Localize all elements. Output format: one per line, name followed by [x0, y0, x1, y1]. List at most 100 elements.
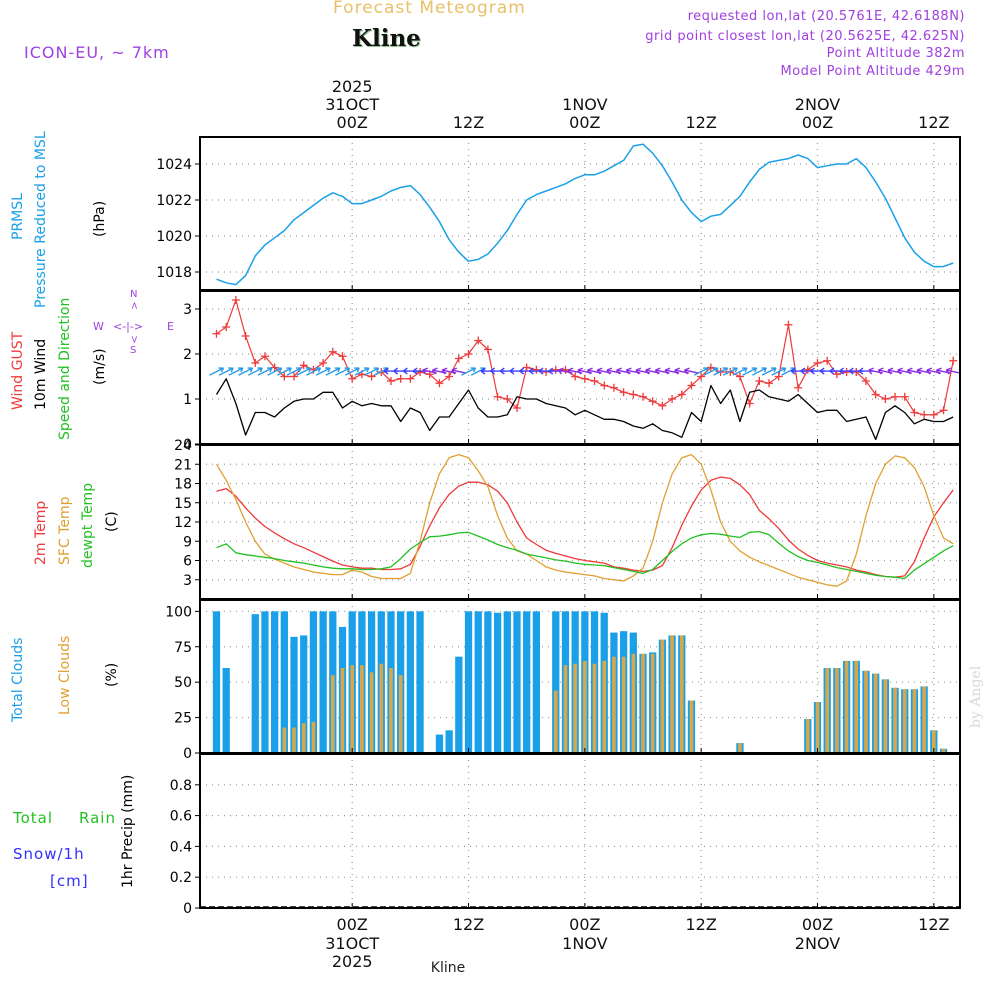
wind-gust-point	[871, 390, 880, 399]
top-axis-date: 1NOV	[562, 95, 607, 114]
wind-gust-point	[222, 323, 231, 331]
bottom-axis-year: 2025	[332, 952, 373, 971]
wind-gust-point	[212, 329, 221, 338]
low-cloud-bar	[379, 663, 384, 753]
total-rain-label-1: Total	[13, 809, 54, 827]
y-tick-label: 0.4	[170, 839, 192, 855]
wind-gust-point	[512, 404, 521, 412]
wind-direction-arrow	[732, 367, 748, 376]
wind-gust-point	[503, 395, 512, 403]
wind-gust-point	[939, 406, 948, 415]
bottom-axis-date: 31OCT	[325, 934, 379, 953]
total-cloud-bar	[290, 636, 298, 753]
wind-gust-point	[600, 381, 609, 390]
low-cloud-bar	[389, 668, 393, 753]
low-cloud-bar	[631, 653, 636, 753]
low-cloud-bar	[670, 635, 674, 753]
wind-gust-point	[648, 397, 657, 406]
y-tick-label: 25	[174, 711, 192, 727]
wind-direction-arrow	[306, 367, 322, 376]
wind-direction-arrow	[713, 367, 729, 376]
top-axis-year: 2025	[332, 77, 373, 96]
point-altitude: Point Altitude 382m	[826, 46, 965, 61]
total-rain-label-2: Rain	[79, 809, 116, 827]
panel-frame	[199, 753, 961, 909]
y-tick-label: 15	[174, 496, 192, 512]
y-tick-label: 12	[174, 515, 192, 531]
wind-gust-point	[445, 372, 454, 381]
y-tick-label: 50	[174, 675, 192, 691]
total-cloud-bar	[416, 611, 424, 753]
wind-gust-point	[900, 392, 909, 401]
wind-direction-arrow	[257, 367, 273, 376]
total-cloud-bar	[300, 635, 308, 753]
low-cloud-bar	[369, 672, 374, 753]
wind-gust-point	[920, 410, 929, 419]
top-axis-tick-label: 00Z	[569, 113, 600, 132]
wind-direction-arrow	[267, 367, 283, 376]
total-cloud-bar	[445, 730, 453, 753]
low-cloud-bar	[553, 690, 558, 753]
bottom-axis-date: 1NOV	[562, 934, 607, 953]
wind-gust-point	[416, 368, 425, 376]
wind-gust-point	[949, 356, 958, 365]
bottom-axis-tick-label: 00Z	[337, 915, 368, 934]
y-tick-label: 0.6	[170, 809, 192, 825]
wind-gust-point	[639, 392, 648, 401]
wind-direction-arrow	[209, 367, 225, 376]
y-tick-label: 0	[183, 901, 192, 917]
wind-direction-arrow	[277, 367, 292, 376]
low-cloud-bar	[621, 656, 626, 753]
y-tick-label: 0.2	[170, 870, 192, 886]
low-cloud-bar	[573, 663, 577, 753]
bottom-axis-tick-label: 00Z	[802, 915, 833, 934]
compass-s: S	[130, 345, 137, 356]
total-cloud-bar	[523, 611, 531, 753]
wind-direction-arrow	[228, 367, 244, 376]
wind-gust-point	[464, 350, 473, 358]
wind-gust-point	[774, 372, 783, 381]
snow-label: Snow/1h	[13, 845, 85, 863]
low-cloud-bar	[660, 639, 665, 753]
wind-gust-point	[319, 359, 328, 367]
low-cloud-bar	[340, 668, 345, 753]
total-cloud-bar	[493, 612, 502, 753]
tsfc-line	[215, 453, 954, 587]
low-cloud-bar	[893, 687, 897, 753]
low-cloud-bar	[398, 675, 403, 753]
low-cloud-bar	[292, 727, 296, 753]
wind-gust-point	[745, 399, 754, 408]
y-tick-label: 3	[183, 302, 192, 318]
wind-direction-arrow	[683, 367, 699, 375]
low-cloud-bar	[311, 721, 316, 753]
top-axis-date: 31OCT	[325, 95, 379, 114]
low-cloud-bar	[282, 727, 287, 753]
wind-gust-point	[542, 368, 551, 376]
total-cloud-bar	[280, 611, 288, 753]
y-tick-label: 0.8	[170, 778, 192, 794]
model-point-altitude: Model Point Altitude 429m	[780, 64, 965, 79]
wind-gust-point	[687, 381, 696, 390]
low-cloud-bar	[825, 668, 830, 753]
wind-direction-arrow	[238, 367, 254, 376]
low-cloud-bar	[815, 702, 820, 753]
low-cloud-bar	[844, 660, 849, 753]
wind-gust-point	[522, 363, 531, 372]
y-tick-label: 24	[174, 438, 192, 454]
wind-direction-arrow	[247, 367, 263, 376]
wind-gust-point	[677, 390, 686, 399]
wind-gust-point	[483, 345, 492, 354]
bottom-axis-tick-label: 12Z	[686, 915, 717, 934]
wind-gust-point	[697, 372, 706, 381]
wind-direction-arrow	[364, 367, 380, 376]
total-cloud-bar	[455, 656, 463, 753]
prmsl-line	[216, 143, 954, 286]
low-cloud-bar	[602, 660, 607, 753]
wind-gust-point	[406, 374, 415, 383]
wind-gust-point	[241, 332, 250, 340]
total-cloud-bar	[261, 611, 269, 753]
compass-e: E	[167, 320, 174, 333]
compass-n: N	[130, 289, 138, 300]
wind-gust-point	[386, 377, 395, 385]
dewpt-line	[216, 530, 954, 580]
